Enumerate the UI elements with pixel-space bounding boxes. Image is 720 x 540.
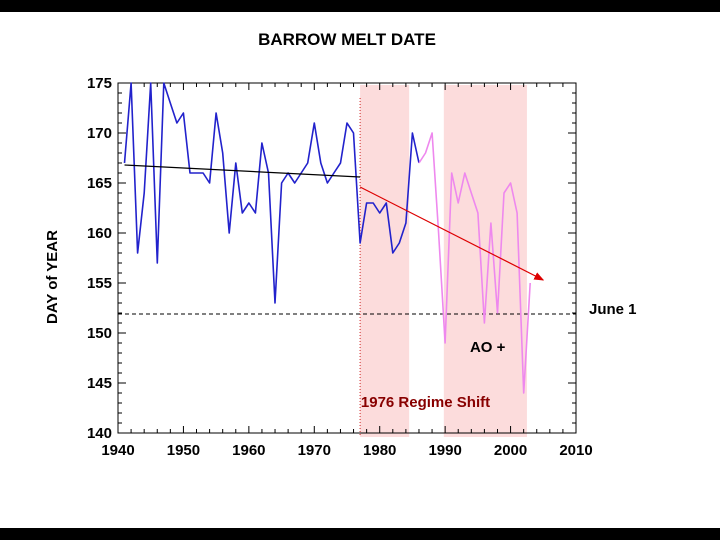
x-tick-label: 1960 <box>232 442 265 459</box>
y-tick-label: 170 <box>87 125 112 142</box>
y-tick-label: 160 <box>87 225 112 242</box>
y-axis-label: DAY of YEAR <box>44 230 61 324</box>
shaded-region-1 <box>360 85 410 437</box>
chart-labels: BARROW MELT DATE DAY of YEAR June 1 <box>44 30 637 324</box>
y-tick-label: 150 <box>87 325 112 342</box>
slide: 1940 1950 1960 1970 1980 1990 2000 2010 140 145 15… <box>0 12 720 528</box>
axis-ticks: 1940 1950 1960 1970 1980 1990 2000 2010 140 145 15… <box>87 75 593 459</box>
x-tick-label: 1980 <box>363 442 396 459</box>
annotation-2: AO + <box>470 339 506 356</box>
reference-lines <box>118 98 576 437</box>
shaded-regions <box>360 85 527 437</box>
series-line-2 <box>418 132 531 394</box>
x-tick-label: 1950 <box>167 442 200 459</box>
series-line-1 <box>123 82 420 304</box>
y-tick-label: 155 <box>87 275 112 292</box>
melt-date-chart: 1940 1950 1960 1970 1980 1990 2000 2010 140 145 15… <box>44 30 637 459</box>
plot-frame <box>117 82 577 434</box>
y-tick-label: 175 <box>87 75 112 92</box>
y-tick-label: 165 <box>87 175 112 192</box>
y-tick-label: 145 <box>87 375 112 392</box>
trend-line-1 <box>124 164 361 178</box>
chart-title: BARROW MELT DATE <box>258 30 436 49</box>
trend-lines <box>124 164 545 281</box>
x-tick-label: 2010 <box>559 442 592 459</box>
x-tick-label: 1940 <box>101 442 134 459</box>
trend-line-2 <box>359 186 545 281</box>
x-tick-label: 1990 <box>428 442 461 459</box>
x-tick-label: 2000 <box>494 442 527 459</box>
reference-line-label: June 1 <box>589 301 637 318</box>
x-tick-label: 1970 <box>298 442 331 459</box>
shaded-region-2 <box>443 85 527 437</box>
annotation-1: 1976 Regime Shift <box>361 394 490 411</box>
y-tick-label: 140 <box>87 425 112 442</box>
data-series <box>123 82 531 394</box>
annotations: 1976 Regime Shift AO + <box>361 339 506 411</box>
